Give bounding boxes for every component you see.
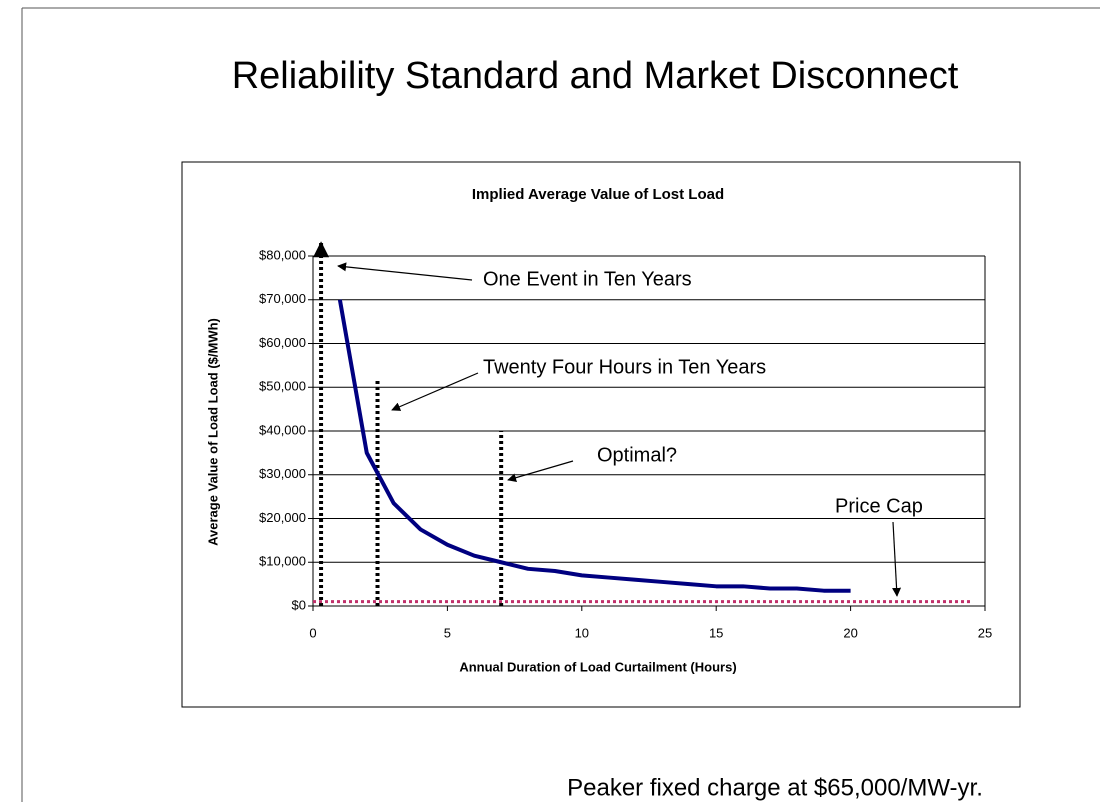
annotation: One Event in Ten Years bbox=[483, 268, 692, 290]
y-tick-label: $80,000 bbox=[259, 247, 306, 262]
x-tick-label: 5 bbox=[444, 625, 451, 640]
annotation-arrow bbox=[507, 460, 574, 483]
annotation: Price Cap bbox=[835, 495, 923, 517]
x-tick-label: 25 bbox=[978, 625, 992, 640]
y-tick-label: $10,000 bbox=[259, 554, 306, 569]
chart-frame bbox=[181, 161, 1021, 708]
annotation: Optimal? bbox=[597, 444, 677, 466]
annotation-arrow bbox=[391, 372, 479, 411]
footer: Peaker fixed charge at $65,000/MW-yr. bbox=[567, 774, 983, 801]
y-tick-label: $0 bbox=[292, 597, 306, 612]
y-tick-label: $50,000 bbox=[259, 379, 306, 394]
plot: $0 $10,000 $20,000 $30,000 $40,000 $50,000 $60… bbox=[259, 241, 992, 640]
x-tick-label: 20 bbox=[843, 625, 857, 640]
x-tick-label: 15 bbox=[709, 625, 723, 640]
annotation: Twenty Four Hours in Ten Years bbox=[483, 356, 766, 378]
y-tick-label: $60,000 bbox=[259, 335, 306, 350]
annotation-arrow bbox=[892, 521, 902, 597]
x-tick-label: 0 bbox=[309, 625, 316, 640]
x-axis-label: Annual Duration of Load Curtailment (Hou… bbox=[459, 659, 736, 674]
y-tick-label: $40,000 bbox=[259, 422, 306, 437]
data-line bbox=[337, 299, 851, 593]
annotation-arrow bbox=[337, 262, 473, 281]
y-tick-label: $70,000 bbox=[259, 291, 306, 306]
x-tick-label: 10 bbox=[575, 625, 589, 640]
y-tick-label: $20,000 bbox=[259, 510, 306, 525]
chart-title: Implied Average Value of Lost Load bbox=[472, 186, 724, 203]
slide-title: Reliability Standard and Market Disconne… bbox=[232, 55, 959, 97]
y-axis-label: Average Value of Load Load ($/MWh) bbox=[205, 318, 220, 546]
y-tick-label: $30,000 bbox=[259, 466, 306, 481]
